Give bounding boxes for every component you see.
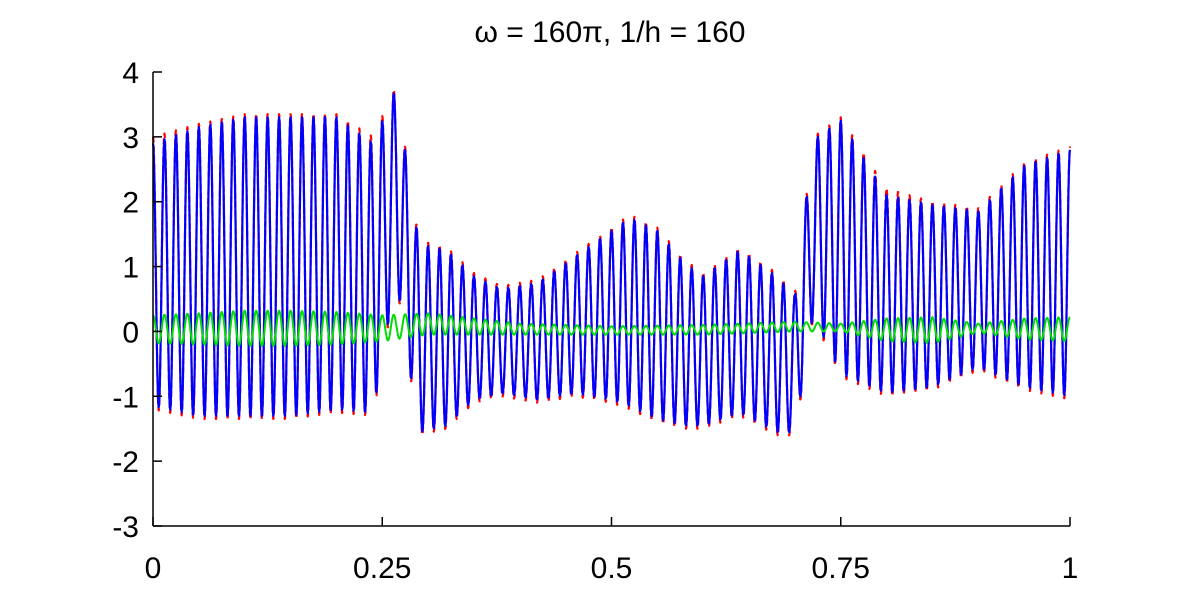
x-tick-label: 0 xyxy=(145,552,162,585)
chart-title: ω = 160π, 1/h = 160 xyxy=(475,16,746,49)
x-tick-label: 0.25 xyxy=(353,552,411,585)
y-tick-label: 1 xyxy=(122,252,139,285)
y-tick-label: 2 xyxy=(122,187,139,220)
y-tick-label: -1 xyxy=(112,381,139,414)
y-tick-label: -3 xyxy=(112,511,139,544)
x-tick-label: 0.75 xyxy=(812,552,870,585)
series-line-2 xyxy=(151,92,1072,434)
x-tick-label: 0.5 xyxy=(591,552,633,585)
x-ticks: 0 0.25 0.5 0.75 1 xyxy=(145,517,1079,585)
plot-series xyxy=(151,89,1072,437)
y-tick-label: 0 xyxy=(122,316,139,349)
y-tick-label: 3 xyxy=(122,122,139,155)
y-ticks: -3 -2 -1 0 1 2 3 4 xyxy=(112,57,162,544)
y-tick-label: 4 xyxy=(122,57,139,90)
series-line-3 xyxy=(152,309,1071,347)
y-tick-label: -2 xyxy=(112,446,139,479)
x-tick-label: 1 xyxy=(1062,552,1079,585)
